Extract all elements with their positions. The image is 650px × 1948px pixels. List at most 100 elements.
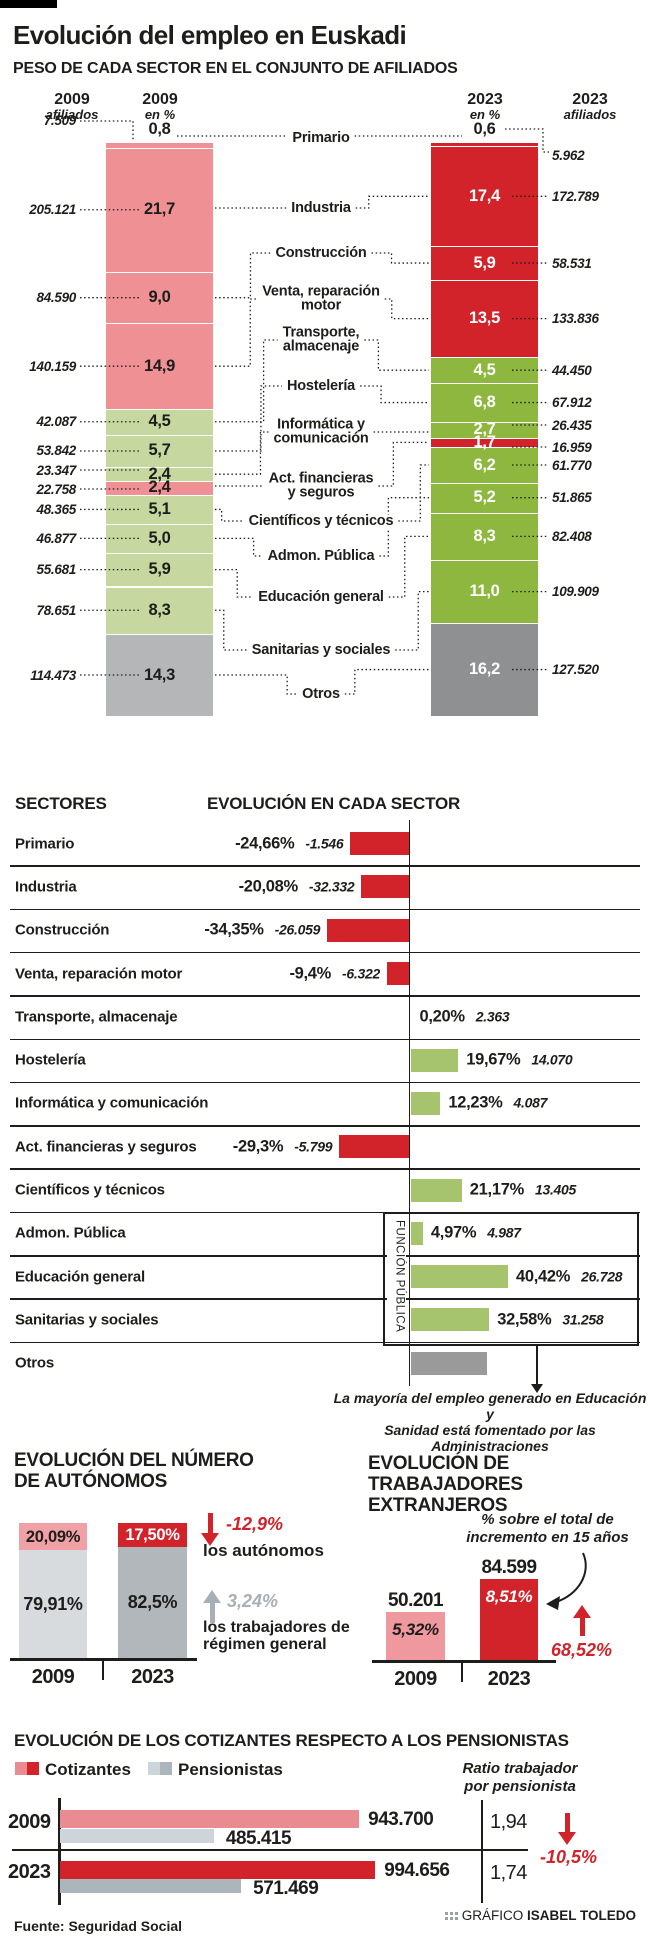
cotizantes-bar-2009 <box>60 1810 360 1828</box>
afiliados-2023-8: 61.770 <box>552 457 592 473</box>
sector-label-text: Informática y comunicación <box>270 417 372 446</box>
pct-2023-12: 16,2 <box>469 660 500 679</box>
evolucion-pct: 40,42% <box>516 1267 571 1286</box>
legend-swatch-cotizantes-pink <box>15 1762 27 1775</box>
sector-label-7: Act. financieras y seguros <box>232 471 410 500</box>
pct-2009-0: 0,8 <box>148 119 171 138</box>
sector-label-text: Act. financieras y seguros <box>265 471 377 500</box>
autonomos-year-2023: 2023 <box>131 1666 174 1688</box>
afiliados-2023-4: 44.450 <box>552 362 592 378</box>
evolucion-abs: 31.258 <box>562 1311 604 1328</box>
sector-label-text: Otros <box>299 687 343 702</box>
extranjeros-up-arrow-head <box>572 1605 591 1618</box>
footer-credit: GRÁFICO ISABEL TOLEDO <box>420 1908 636 1923</box>
evolucion-pct: 21,17% <box>469 1180 524 1199</box>
pct-2023-10: 8,3 <box>473 526 496 545</box>
extranjeros-value-2009: 50.201 <box>387 1589 444 1611</box>
evolucion-abs: 2.363 <box>475 1008 510 1025</box>
evolucion-pct: -34,35% <box>204 920 264 939</box>
afiliados-2009-11: 78.651 <box>36 602 77 618</box>
evolucion-abs: 14.070 <box>531 1051 573 1068</box>
evolucion-pct: 32,58% <box>497 1310 552 1329</box>
footer-credit-label: GRÁFICO <box>461 1908 524 1923</box>
evolucion-row-label-7: Act. financieras y seguros <box>15 1138 197 1156</box>
autonomos-year-2009: 2009 <box>31 1666 75 1688</box>
afiliados-2023-9: 51.865 <box>552 490 592 506</box>
evolucion-bar-3 <box>386 962 410 986</box>
cotizantes-bar-2023 <box>60 1861 376 1879</box>
evolucion-row-divider-3 <box>10 995 640 997</box>
evolucion-note: La mayoría del empleo generado en Educac… <box>330 1390 650 1454</box>
evolucion-note-line1: La mayoría del empleo generado en Educac… <box>333 1390 647 1422</box>
segment-2023-6 <box>431 422 538 438</box>
evolucion-values-8: 21,17% 13.405 <box>469 1180 577 1200</box>
sector-label-2: Construcción <box>232 246 410 261</box>
evolucion-values-6: 12,23% 4.087 <box>448 1094 547 1113</box>
top-strip <box>0 0 57 8</box>
legend-swatch-pensionistas-light <box>148 1762 160 1775</box>
autonomos-up-label-line2: régimen general <box>203 1636 327 1653</box>
extranjeros-title: EVOLUCIÓN DE TRABAJADORES EXTRANJEROS <box>368 1453 650 1516</box>
evolucion-bar-0 <box>350 832 410 856</box>
sector-label-8: Científicos y técnicos <box>232 514 410 529</box>
afiliados-2009-6: 23.347 <box>36 462 77 478</box>
ratio-header-line2: por pensionista <box>464 1778 576 1795</box>
legend-swatch-pensionistas-gray <box>160 1762 172 1775</box>
extranjeros-note: % sobre el total de incremento en 15 año… <box>445 1511 650 1547</box>
evolucion-bar-5 <box>411 1048 459 1072</box>
pct-2009-11: 8,3 <box>148 600 171 619</box>
evolucion-heading-main: EVOLUCIÓN EN CADA SECTOR <box>207 794 461 813</box>
autonomos-bottom-pct-2009: 79,91% <box>23 1594 83 1615</box>
extranjeros-baseline <box>372 1660 556 1663</box>
afiliados-2009-3: 140.159 <box>29 358 76 374</box>
pct-2023-0: 0,6 <box>473 119 496 138</box>
col-header-year: 2009 <box>54 91 90 108</box>
col-header-2023-afiliados: 2023 afiliados <box>550 91 630 122</box>
evolucion-row-divider-2 <box>10 951 640 954</box>
autonomos-up-label: los trabajadores de régimen general <box>203 1619 350 1653</box>
ratio-divider <box>481 1800 483 1903</box>
cotizantes-divider <box>12 1849 528 1851</box>
evolucion-abs: -6.322 <box>342 965 380 982</box>
cotizantes-year-2023: 2023 <box>8 1861 51 1883</box>
ratio-header: Ratio trabajador por pensionista <box>455 1760 585 1796</box>
sector-label-text: Transporte, almacenaje <box>279 325 363 354</box>
autonomos-bar-2009-bottom <box>19 1550 87 1658</box>
cotizantes-axis <box>58 1798 61 1905</box>
extranjeros-pct-2023: 8,51% <box>485 1586 533 1606</box>
afiliados-2023-2: 58.531 <box>552 255 592 271</box>
autonomos-bar-2023-top <box>118 1523 187 1547</box>
afiliados-2023-7: 16.959 <box>552 439 592 455</box>
evolucion-axis <box>408 820 411 1386</box>
sector-label-3: Venta, reparación motor <box>232 284 410 313</box>
evolucion-bar-otros <box>411 1351 487 1375</box>
sector-label-text: Venta, reparación motor <box>259 284 383 313</box>
afiliados-2009-5: 53.842 <box>36 443 77 459</box>
segment-2023-0 <box>431 143 538 147</box>
pct-2023-6: 2,7 <box>473 420 496 439</box>
pct-2009-8: 5,1 <box>148 499 171 518</box>
autonomos-down-arrow-stem <box>207 1513 213 1533</box>
evolucion-abs: -32.332 <box>308 878 355 895</box>
afiliados-2009-0: 7.509 <box>43 112 77 128</box>
evolucion-values-2: -34,35% -26.059 <box>204 921 320 940</box>
pct-2023-5: 6,8 <box>473 393 496 412</box>
cotizantes-value-2009: 943.700 <box>368 1809 434 1830</box>
evolucion-bar-10 <box>411 1265 508 1289</box>
evolucion-row-label-2: Construcción <box>15 921 110 939</box>
legend-swatch-cotizantes-red <box>27 1762 39 1775</box>
afiliados-2009-7: 22.758 <box>36 481 77 497</box>
evolucion-row-divider-10 <box>10 1298 640 1300</box>
evolucion-pct: 0,20% <box>419 1007 465 1026</box>
evolucion-row-label-1: Industria <box>15 878 77 896</box>
evolucion-values-10: 40,42% 26.728 <box>516 1267 623 1286</box>
evolucion-values-3: -9,4% -6.322 <box>289 964 380 983</box>
ratio-value-2023: 1,74 <box>490 1861 527 1884</box>
afiliados-2009-2: 84.590 <box>36 290 77 306</box>
evolucion-abs: 26.728 <box>581 1268 623 1285</box>
evolucion-values-11: 32,58% 31.258 <box>497 1310 604 1329</box>
evolucion-note-line2: Sanidad está fomentado por las Administr… <box>384 1422 596 1454</box>
segment-2009-0 <box>106 143 213 148</box>
leader-right-10 <box>388 535 429 598</box>
